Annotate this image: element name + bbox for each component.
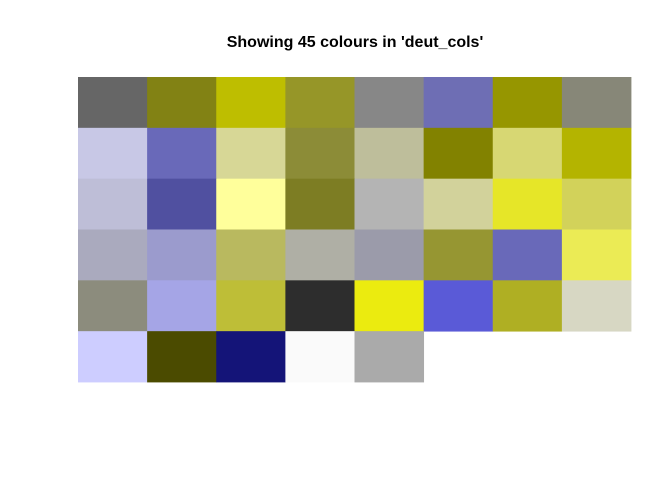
colour-swatch xyxy=(78,127,148,180)
colour-swatch xyxy=(285,178,355,230)
colour-swatch xyxy=(354,331,425,383)
colour-swatch xyxy=(561,127,632,180)
colour-swatch xyxy=(285,331,355,383)
colour-swatch xyxy=(216,331,286,383)
colour-swatch xyxy=(216,178,286,230)
colour-swatch xyxy=(147,280,217,332)
colour-swatch xyxy=(285,229,355,281)
colour-swatch xyxy=(561,77,632,129)
colour-swatch xyxy=(423,77,494,129)
colour-swatch xyxy=(147,127,217,180)
colour-swatch xyxy=(78,229,148,281)
colour-swatch xyxy=(492,229,563,281)
colour-swatch xyxy=(147,178,217,230)
swatch-grid xyxy=(78,77,632,383)
chart-title: Showing 45 colours in 'deut_cols' xyxy=(227,34,484,51)
colour-swatch xyxy=(492,178,563,230)
colour-swatch xyxy=(216,280,286,332)
colour-swatch xyxy=(492,77,563,129)
colour-swatch xyxy=(354,127,425,180)
colour-swatch xyxy=(423,178,494,230)
colour-swatch xyxy=(354,229,425,281)
colour-swatch xyxy=(492,280,563,332)
colour-swatch xyxy=(423,280,494,332)
colour-swatch xyxy=(78,178,148,230)
colour-swatch xyxy=(78,280,148,332)
colour-swatch xyxy=(147,229,217,281)
colour-swatch xyxy=(285,280,355,332)
colour-swatch xyxy=(354,280,425,332)
colour-swatch xyxy=(216,229,286,281)
colour-swatch xyxy=(561,178,632,230)
colour-swatch xyxy=(216,127,286,180)
colour-swatch xyxy=(147,77,217,129)
colour-swatch xyxy=(78,331,148,383)
colour-swatch xyxy=(492,127,563,180)
colour-swatch xyxy=(216,77,286,129)
colour-swatch xyxy=(78,77,148,129)
colour-swatch xyxy=(285,77,355,129)
colour-swatch xyxy=(354,77,425,129)
colour-swatch xyxy=(423,229,494,281)
colour-swatch xyxy=(561,280,632,332)
colour-swatch xyxy=(423,127,494,180)
colour-swatch xyxy=(354,178,425,230)
colour-swatch xyxy=(561,229,632,281)
colour-swatch xyxy=(285,127,355,180)
colour-swatch xyxy=(147,331,217,383)
